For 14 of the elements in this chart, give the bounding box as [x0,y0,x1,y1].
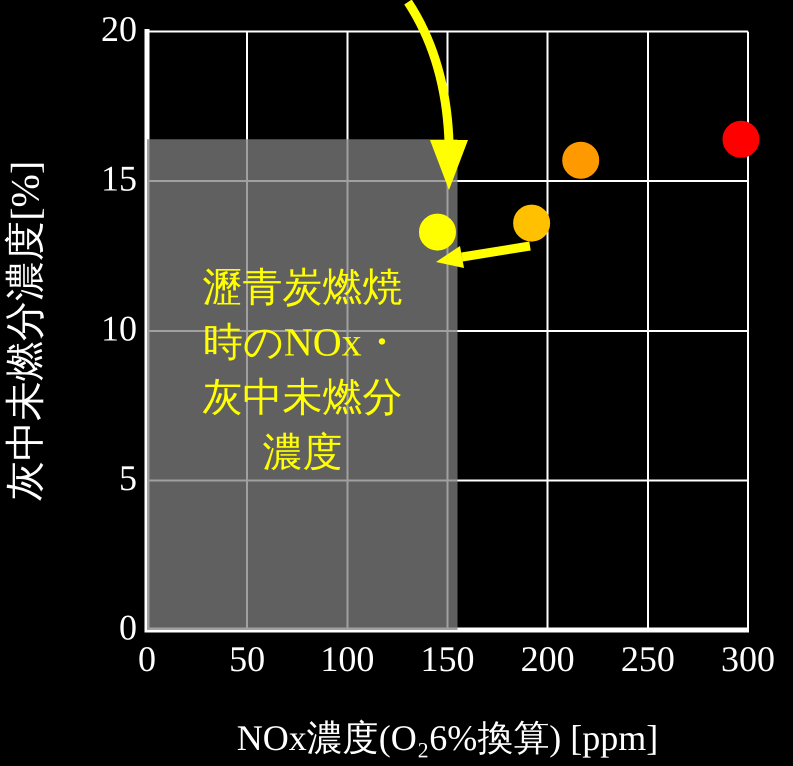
x-tick-label: 50 [229,639,266,680]
x-tick-label: 150 [420,639,474,680]
y-tick-label: 5 [119,458,137,498]
y-tick-label: 20 [101,9,137,50]
x-tick-label: 100 [320,639,374,680]
y-tick-label: 15 [101,158,137,199]
y-axis-title: 灰中未燃分濃度[%] [2,160,48,501]
x-tick-label: 200 [520,639,575,680]
x-tick-label: 300 [721,639,775,680]
x-axis-title: NOx濃度(O₂6%換算) [ppm] [236,718,658,758]
x-tick-label: 250 [620,639,675,680]
y-tick-label: 0 [119,607,137,648]
band-label: 瀝青炭燃焼時のNOx・灰中未燃分濃度 [202,264,402,474]
y-tick-label: 10 [101,308,137,348]
